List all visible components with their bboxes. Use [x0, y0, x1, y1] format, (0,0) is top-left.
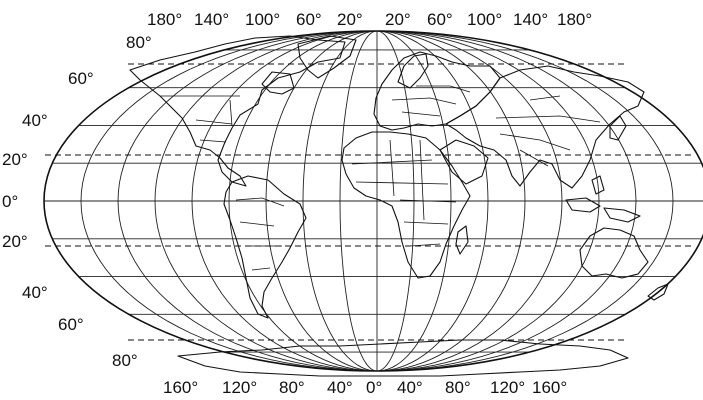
bottom-lon-label-6: 40°	[397, 378, 423, 397]
madagascar-outline	[455, 225, 469, 255]
greenland-outline	[297, 35, 357, 79]
special-parallels	[45, 63, 695, 341]
bottom-lon-label-2: 120°	[222, 378, 257, 397]
lat-label-9: 80°	[112, 351, 138, 370]
lat-label-1: 80°	[126, 33, 152, 52]
map-outline	[43, 30, 703, 372]
lat-label-7: 40°	[22, 283, 48, 302]
africa-outline	[341, 131, 471, 279]
lat-label-8: 60°	[58, 315, 84, 334]
europe-borders	[391, 85, 471, 117]
bottom-lon-label-4: 40°	[327, 378, 353, 397]
new-zealand-outline	[647, 283, 669, 301]
landmasses	[129, 35, 669, 377]
bottom-lon-label-7: 80°	[445, 378, 471, 397]
top-longitude-labels: 180° 140° 100° 60° 20° 20° 60° 100° 140°…	[147, 10, 592, 29]
hudson-bay-outline	[261, 71, 295, 95]
top-lon-label-1: 180°	[147, 10, 182, 29]
bottom-lon-label-1: 160°	[163, 378, 198, 397]
australia-outline	[579, 227, 649, 279]
north-america-borders	[160, 95, 240, 143]
lat-label-4: 20°	[2, 150, 28, 169]
south-america-borders	[235, 197, 285, 271]
southeast-asia-islands	[565, 175, 641, 223]
bottom-longitude-labels: 160° 120° 80° 40° 0° 40° 80° 120° 160°	[163, 378, 567, 397]
top-lon-label-4: 60°	[296, 10, 322, 29]
lat-label-2: 60°	[68, 69, 94, 88]
scandinavia-outline	[397, 53, 429, 89]
antarctica-outline	[177, 339, 629, 377]
lat-label-5: 0°	[2, 192, 18, 211]
arabia-outline	[439, 139, 489, 185]
asia-outline	[445, 65, 645, 189]
top-lon-label-7: 60°	[427, 10, 453, 29]
top-lon-label-2: 140°	[194, 10, 229, 29]
latitude-labels: 80° 60° 40° 20° 0° 20° 40° 60° 80°	[2, 33, 152, 370]
japan-outline	[609, 115, 627, 141]
bottom-lon-label-3: 80°	[279, 378, 305, 397]
top-lon-label-8: 100°	[467, 10, 502, 29]
lat-label-6: 20°	[2, 232, 28, 251]
lat-label-3: 40°	[22, 111, 48, 130]
africa-borders	[351, 139, 457, 247]
top-lon-label-9: 140°	[513, 10, 548, 29]
south-america-outline	[223, 175, 307, 319]
bottom-lon-label-9: 160°	[532, 378, 567, 397]
top-lon-label-5: 20°	[337, 10, 363, 29]
top-lon-label-6: 20°	[385, 10, 411, 29]
top-lon-label-3: 100°	[245, 10, 280, 29]
bottom-lon-label-5: 0°	[366, 378, 382, 397]
asia-borders	[495, 95, 601, 167]
top-lon-label-10: 180°	[557, 10, 592, 29]
graticule	[44, 30, 703, 372]
bottom-lon-label-8: 120°	[490, 378, 525, 397]
